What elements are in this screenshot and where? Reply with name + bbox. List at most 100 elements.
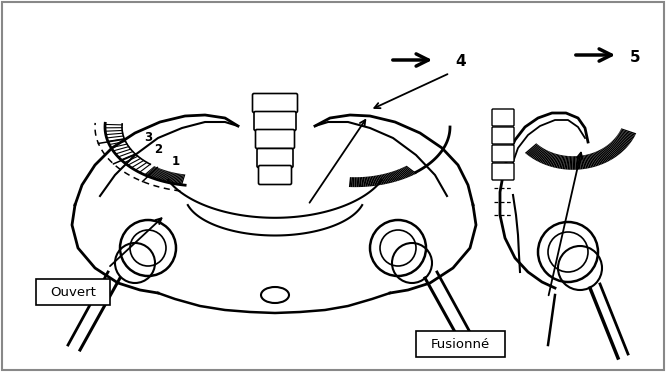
Polygon shape: [552, 154, 558, 167]
Polygon shape: [373, 176, 379, 186]
Polygon shape: [547, 153, 555, 166]
Polygon shape: [358, 177, 360, 187]
Polygon shape: [154, 169, 163, 179]
Polygon shape: [166, 172, 173, 182]
Polygon shape: [171, 173, 177, 183]
Polygon shape: [396, 170, 406, 179]
Polygon shape: [155, 170, 165, 179]
Polygon shape: [359, 177, 362, 187]
Text: Ouvert: Ouvert: [50, 285, 96, 298]
Polygon shape: [617, 135, 631, 144]
Polygon shape: [178, 174, 183, 185]
Polygon shape: [543, 152, 551, 164]
Polygon shape: [395, 170, 404, 179]
Polygon shape: [167, 172, 174, 183]
Polygon shape: [364, 177, 368, 187]
Polygon shape: [176, 174, 182, 184]
Polygon shape: [390, 172, 398, 182]
Polygon shape: [577, 156, 581, 170]
Polygon shape: [406, 166, 417, 174]
Polygon shape: [179, 174, 184, 185]
FancyBboxPatch shape: [492, 145, 514, 162]
Polygon shape: [384, 174, 391, 183]
Polygon shape: [403, 167, 414, 176]
FancyBboxPatch shape: [254, 112, 296, 131]
Polygon shape: [149, 168, 159, 177]
Polygon shape: [614, 138, 628, 147]
Polygon shape: [554, 154, 559, 168]
Polygon shape: [620, 130, 635, 137]
Polygon shape: [606, 145, 618, 157]
Polygon shape: [372, 176, 377, 186]
Polygon shape: [525, 143, 537, 154]
Polygon shape: [174, 173, 180, 184]
Polygon shape: [391, 171, 400, 181]
Polygon shape: [151, 169, 161, 178]
Polygon shape: [175, 174, 180, 184]
Polygon shape: [161, 171, 168, 181]
Polygon shape: [549, 153, 556, 167]
Polygon shape: [565, 156, 569, 170]
Text: 1: 1: [172, 155, 180, 168]
Polygon shape: [388, 173, 396, 182]
Polygon shape: [533, 148, 543, 159]
Polygon shape: [147, 167, 157, 176]
Polygon shape: [537, 150, 547, 162]
Polygon shape: [145, 167, 156, 176]
Polygon shape: [162, 171, 170, 181]
Polygon shape: [571, 156, 573, 170]
Polygon shape: [527, 145, 539, 156]
Polygon shape: [604, 147, 615, 158]
Polygon shape: [544, 152, 552, 165]
Polygon shape: [159, 171, 167, 180]
FancyBboxPatch shape: [256, 129, 294, 148]
Polygon shape: [607, 145, 619, 155]
Polygon shape: [402, 167, 412, 176]
Polygon shape: [618, 133, 633, 141]
Polygon shape: [398, 169, 408, 178]
FancyBboxPatch shape: [252, 93, 298, 112]
Polygon shape: [615, 137, 629, 146]
Polygon shape: [613, 140, 626, 149]
Polygon shape: [531, 147, 542, 158]
Polygon shape: [579, 156, 583, 169]
FancyBboxPatch shape: [492, 163, 514, 180]
Polygon shape: [602, 148, 612, 160]
Polygon shape: [366, 177, 370, 187]
Polygon shape: [399, 169, 410, 177]
Polygon shape: [593, 153, 601, 166]
Polygon shape: [587, 154, 593, 168]
Polygon shape: [392, 171, 402, 180]
Polygon shape: [561, 155, 565, 169]
Polygon shape: [387, 173, 394, 182]
FancyBboxPatch shape: [257, 148, 293, 167]
Polygon shape: [375, 176, 380, 185]
Polygon shape: [538, 150, 547, 163]
Polygon shape: [369, 176, 373, 186]
FancyBboxPatch shape: [258, 166, 292, 185]
Polygon shape: [580, 155, 584, 169]
Polygon shape: [577, 156, 579, 170]
Polygon shape: [378, 175, 384, 185]
Polygon shape: [541, 151, 550, 164]
Polygon shape: [581, 155, 586, 169]
Polygon shape: [619, 131, 634, 138]
Polygon shape: [370, 176, 375, 186]
Polygon shape: [535, 149, 545, 161]
Polygon shape: [170, 173, 176, 183]
FancyBboxPatch shape: [492, 127, 514, 144]
Text: 2: 2: [154, 144, 162, 157]
Polygon shape: [180, 174, 185, 185]
Polygon shape: [530, 146, 541, 158]
Polygon shape: [595, 151, 603, 164]
Polygon shape: [394, 171, 403, 180]
Polygon shape: [605, 146, 617, 157]
Polygon shape: [557, 155, 562, 169]
Polygon shape: [572, 156, 574, 170]
Polygon shape: [567, 156, 570, 170]
Polygon shape: [546, 153, 553, 166]
Polygon shape: [583, 155, 587, 169]
Polygon shape: [381, 174, 388, 184]
Polygon shape: [608, 144, 620, 155]
Polygon shape: [574, 156, 576, 170]
